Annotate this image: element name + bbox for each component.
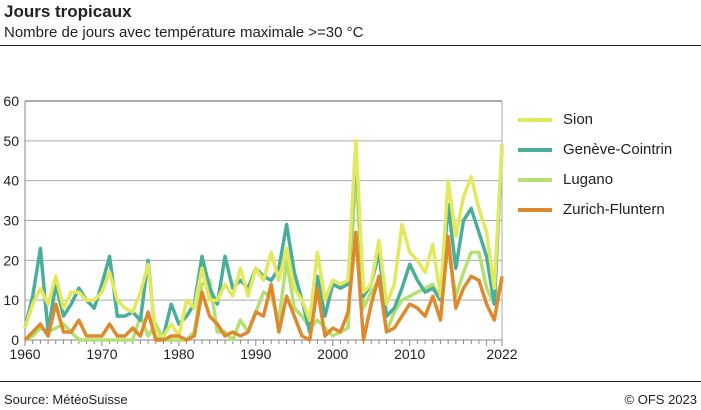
y-tick-label: 30 bbox=[3, 213, 19, 229]
top-divider bbox=[0, 45, 701, 46]
y-tick-label: 10 bbox=[3, 292, 19, 308]
y-tick-label: 0 bbox=[11, 332, 19, 348]
x-tick-label: 2010 bbox=[394, 346, 425, 362]
legend-swatch bbox=[518, 177, 552, 182]
legend-label: Lugano bbox=[563, 171, 614, 188]
y-tick-label: 50 bbox=[3, 133, 19, 149]
legend-label: Sion bbox=[563, 111, 594, 128]
y-tick-label: 60 bbox=[3, 93, 19, 109]
source: Source: MétéoSuisse bbox=[4, 392, 128, 407]
x-tick-label: 1960 bbox=[9, 346, 40, 362]
legend-swatch bbox=[518, 117, 552, 122]
legend-label: Zurich-Fluntern bbox=[563, 201, 665, 218]
legend-item: Lugano bbox=[518, 171, 613, 188]
page-title: Jours tropicaux bbox=[4, 2, 132, 21]
series-line-zurich-fluntern bbox=[23, 230, 504, 342]
legend-item: Sion bbox=[518, 111, 593, 128]
legend-swatch bbox=[518, 147, 552, 152]
x-tick-label: 1990 bbox=[240, 346, 271, 362]
legend-item: Zurich-Fluntern bbox=[518, 201, 665, 218]
x-tick-label: 1970 bbox=[86, 346, 117, 362]
x-tick-label: 1980 bbox=[163, 346, 194, 362]
legend-swatch bbox=[518, 207, 552, 212]
series-line-sion bbox=[23, 139, 504, 338]
x-tick-label: 2000 bbox=[317, 346, 348, 362]
page-subtitle: Nombre de jours avec température maximal… bbox=[4, 24, 364, 41]
y-tick-label: 20 bbox=[3, 252, 19, 268]
x-tick-label: 2022 bbox=[486, 346, 517, 362]
copyright: © OFS 2023 bbox=[624, 392, 697, 407]
bottom-divider bbox=[0, 381, 701, 382]
legend-label: Genève-Cointrin bbox=[563, 141, 673, 158]
legend-item: Genève-Cointrin bbox=[518, 141, 672, 158]
y-tick-label: 40 bbox=[3, 173, 19, 189]
